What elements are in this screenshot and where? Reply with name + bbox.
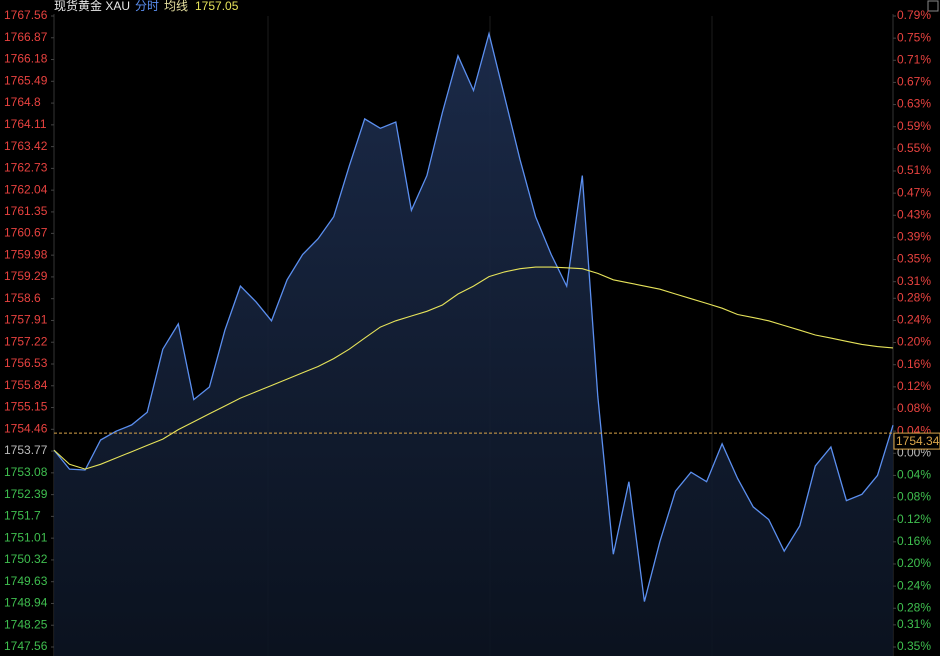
y-tick-label: 1748.25 (4, 617, 48, 631)
y-tick-label: 1764.11 (4, 117, 47, 131)
y2-tick-label: 0.12% (897, 379, 931, 393)
y2-tick-label: 0.24% (897, 578, 931, 592)
y-tick-label: 1765.49 (4, 73, 48, 87)
y-tick-label: 1761.35 (4, 204, 48, 218)
y-tick-label: 1762.73 (4, 161, 48, 175)
y-tick-label: 1747.56 (4, 639, 48, 653)
y2-tick-label: 0.16% (897, 357, 931, 371)
y-tick-label: 1750.32 (4, 552, 48, 566)
y2-tick-label: 0.31% (897, 617, 931, 631)
y-tick-label: 1754.46 (4, 421, 48, 435)
y-tick-label: 1755.84 (4, 378, 48, 392)
y2-tick-label: 0.31% (897, 274, 931, 288)
y-tick-label: 1762.04 (4, 182, 48, 196)
average-line (53, 266, 894, 470)
y2-tick-label: 0.75% (897, 30, 931, 44)
corner-icon[interactable] (927, 0, 939, 12)
y2-tick-label: 0.20% (897, 556, 931, 570)
y2-tick-label: 0.16% (897, 534, 931, 548)
y-tick-label: 1767.56 (4, 8, 48, 22)
y2-tick-label: 0.71% (897, 52, 931, 66)
y2-tick-label: 0.08% (897, 490, 931, 504)
last-price-label: 1754.34 (896, 434, 940, 448)
y-tick-label: 1766.87 (4, 30, 48, 44)
y2-tick-label: 0.12% (897, 512, 931, 526)
y2-tick-label: 0.08% (897, 401, 931, 415)
y-tick-label: 1764.8 (4, 95, 41, 109)
y-tick-label: 1753.77 (4, 443, 48, 457)
y2-tick-label: 0.24% (897, 313, 931, 327)
y2-tick-label: 0.35% (897, 252, 931, 266)
y-tick-label: 1759.98 (4, 247, 48, 261)
header-avg-label: 均线 (164, 0, 188, 13)
header-mode[interactable]: 分时 (135, 0, 159, 13)
y2-tick-label: 0.28% (897, 290, 931, 304)
y-tick-label: 1756.53 (4, 356, 48, 370)
y-tick-label: 1753.08 (4, 465, 48, 479)
y-tick-label: 1755.15 (4, 400, 48, 414)
y2-tick-label: 0.28% (897, 600, 931, 614)
price-line (53, 31, 894, 602)
y2-tick-label: 0.47% (897, 185, 931, 199)
y-tick-label: 1749.63 (4, 574, 48, 588)
header-avg-value: 1757.05 (195, 0, 239, 13)
header-title: 现货黄金 XAU (54, 0, 130, 13)
y2-tick-label: 0.35% (897, 639, 931, 653)
y2-tick-label: 0.04% (897, 468, 931, 482)
y2-tick-label: 0.43% (897, 207, 931, 221)
y-tick-label: 1751.7 (4, 509, 41, 523)
y2-tick-label: 0.20% (897, 335, 931, 349)
y2-tick-label: 0.59% (897, 119, 931, 133)
y2-tick-label: 0.79% (897, 8, 931, 22)
y-tick-label: 1759.29 (4, 269, 48, 283)
y-tick-label: 1758.6 (4, 291, 41, 305)
y-tick-label: 1760.67 (4, 226, 48, 240)
y-tick-label: 1748.94 (4, 596, 48, 610)
price-area (54, 33, 893, 656)
y2-tick-label: 0.63% (897, 97, 931, 111)
y-tick-label: 1751.01 (4, 530, 48, 544)
y2-tick-label: 0.67% (897, 75, 931, 89)
y2-tick-label: 0.51% (897, 163, 931, 177)
y2-tick-label: 0.39% (897, 230, 931, 244)
y-tick-label: 1752.39 (4, 487, 48, 501)
y-tick-label: 1757.91 (4, 313, 48, 327)
y2-tick-label: 0.55% (897, 141, 931, 155)
last-price-box (893, 432, 940, 450)
y-tick-label: 1766.18 (4, 52, 48, 66)
y-tick-label: 1763.42 (4, 139, 48, 153)
y-tick-label: 1757.22 (4, 334, 48, 348)
